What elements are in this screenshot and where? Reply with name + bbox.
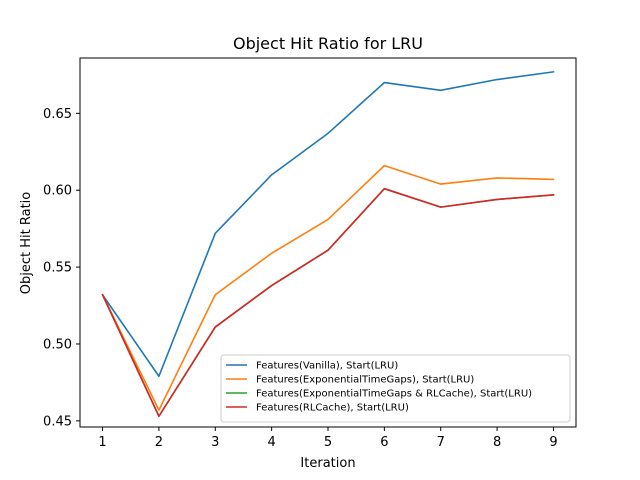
legend-label-4: Features(RLCache), Start(LRU): [256, 403, 409, 414]
x-tick-label: 2: [155, 435, 163, 450]
chart-title: Object Hit Ratio for LRU: [233, 34, 423, 53]
series-line-1: [101, 70, 555, 378]
x-tick-label: 9: [549, 435, 557, 450]
x-tick-label: 1: [98, 435, 106, 450]
legend-label-1: Features(Vanilla), Start(LRU): [256, 361, 398, 372]
x-axis: 1 2 3 4 5 6 7 8 9: [98, 427, 558, 450]
y-tick-label: 0.45: [43, 414, 72, 429]
y-tick-label: 0.60: [43, 184, 72, 199]
legend-label-3: Features(ExponentialTimeGaps & RLCache),…: [256, 389, 532, 400]
x-tick-label: 5: [324, 435, 332, 450]
legend-box: [220, 354, 571, 423]
y-tick-label: 0.55: [43, 261, 72, 276]
series-line-2: [101, 164, 555, 411]
x-tick-label: 8: [493, 435, 501, 450]
y-tick-label: 0.65: [43, 107, 72, 122]
y-axis: 0.45 0.50 0.55 0.60 0.65: [43, 107, 80, 429]
y-tick-label: 0.50: [43, 337, 72, 352]
x-axis-label: Iteration: [300, 456, 355, 471]
x-tick-label: 4: [267, 435, 275, 450]
y-axis-label: Object Hit Ratio: [19, 192, 34, 295]
x-tick-label: 3: [211, 435, 219, 450]
x-tick-label: 6: [380, 435, 388, 450]
series-line-4: [101, 187, 555, 418]
legend: Features(Vanilla), Start(LRU) Features(Ex…: [220, 354, 571, 423]
legend-label-2: Features(ExponentialTimeGaps), Start(LRU…: [256, 375, 474, 386]
x-tick-label: 7: [437, 435, 445, 450]
series-layer: [101, 70, 555, 418]
